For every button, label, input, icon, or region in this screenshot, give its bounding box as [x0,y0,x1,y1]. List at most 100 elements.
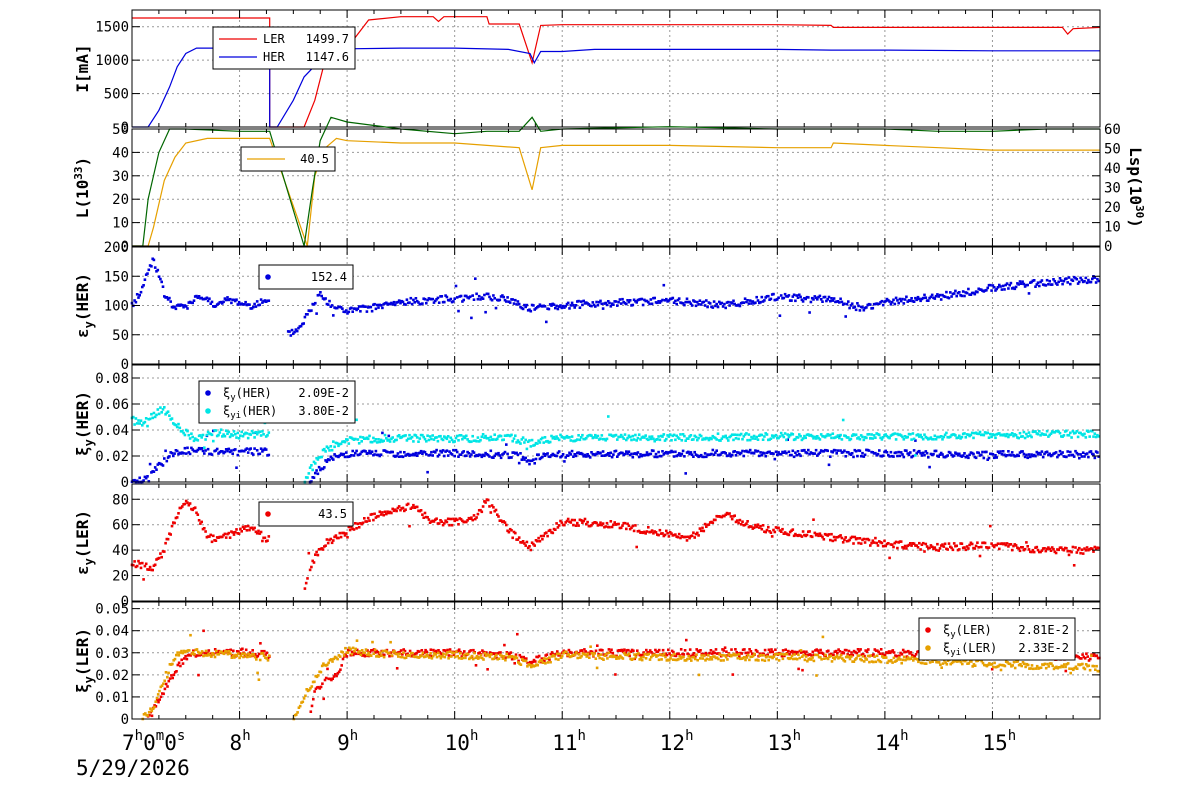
data-point [621,524,624,527]
data-point [382,650,385,653]
data-point [456,296,459,299]
data-point [663,653,666,656]
data-point [384,434,387,437]
data-point [1010,454,1013,457]
data-point [1095,665,1098,668]
data-point [508,531,511,534]
data-point [665,438,668,441]
data-point [610,649,613,652]
data-point [169,533,172,536]
data-point [326,538,329,541]
data-point [1081,663,1084,666]
data-point [812,651,815,654]
y-tick-label: 0.02 [95,668,129,684]
data-point [447,657,450,660]
data-point [322,698,325,701]
data-point [244,525,247,528]
data-point [921,662,924,665]
data-point [699,649,702,652]
data-point [168,455,171,458]
data-point [985,451,988,454]
data-point [320,456,323,459]
data-point [293,331,296,334]
data-point [637,451,640,454]
data-point [241,648,244,651]
data-point [939,294,942,297]
data-point [940,435,943,438]
data-point [379,652,382,655]
data-point [570,651,573,654]
data-point [1046,279,1049,282]
data-point [456,435,459,438]
data-point [482,505,485,508]
data-point [647,526,650,529]
data-point [421,513,424,516]
data-point [700,435,703,438]
data-point [254,656,257,659]
data-point [169,300,172,303]
data-point [803,650,806,653]
data-point [597,435,600,438]
data-point [1068,276,1071,279]
data-point [438,454,441,457]
data-point [186,307,189,310]
data-point [373,453,376,456]
data-point [704,523,707,526]
data-point [867,655,870,658]
data-point [595,522,598,525]
data-point [925,662,928,665]
data-point [340,536,343,539]
data-point [342,532,345,535]
data-point [833,297,836,300]
data-point [847,436,850,439]
data-point [760,654,763,657]
data-point [228,431,231,434]
data-point [630,453,633,456]
data-point [695,436,698,439]
data-point [358,305,361,308]
data-point [976,541,979,544]
data-point [171,417,174,420]
data-point [606,657,609,660]
data-point [681,439,684,442]
data-point [177,423,180,426]
data-point [147,714,150,717]
data-point [370,306,373,309]
data-point [974,664,977,667]
data-point [525,660,528,663]
data-point [1025,541,1028,544]
data-point [203,452,206,455]
data-point [941,438,944,441]
data-point [814,532,817,535]
data-point [204,438,207,441]
data-point [757,523,760,526]
data-point [1060,279,1063,282]
data-point [443,301,446,304]
data-point [178,662,181,665]
data-point [650,298,653,301]
data-point [1021,450,1024,453]
data-point [828,296,831,299]
data-point [146,425,149,428]
data-point [893,651,896,654]
legend-value: 43.5 [318,507,347,521]
data-point [296,330,299,333]
data-point [829,539,832,542]
data-point [518,536,521,539]
data-point [961,436,964,439]
data-point [1084,657,1087,660]
data-point [471,294,474,297]
data-point [910,651,913,654]
data-point [576,438,579,441]
y-axis-label: L(1033) [72,157,92,218]
data-point [412,504,415,507]
data-point [608,526,611,529]
data-point [896,547,899,550]
data-point [388,655,391,658]
data-point [531,439,534,442]
data-point [766,529,769,532]
data-point [568,436,571,439]
data-point [237,652,240,655]
data-point [570,304,573,307]
